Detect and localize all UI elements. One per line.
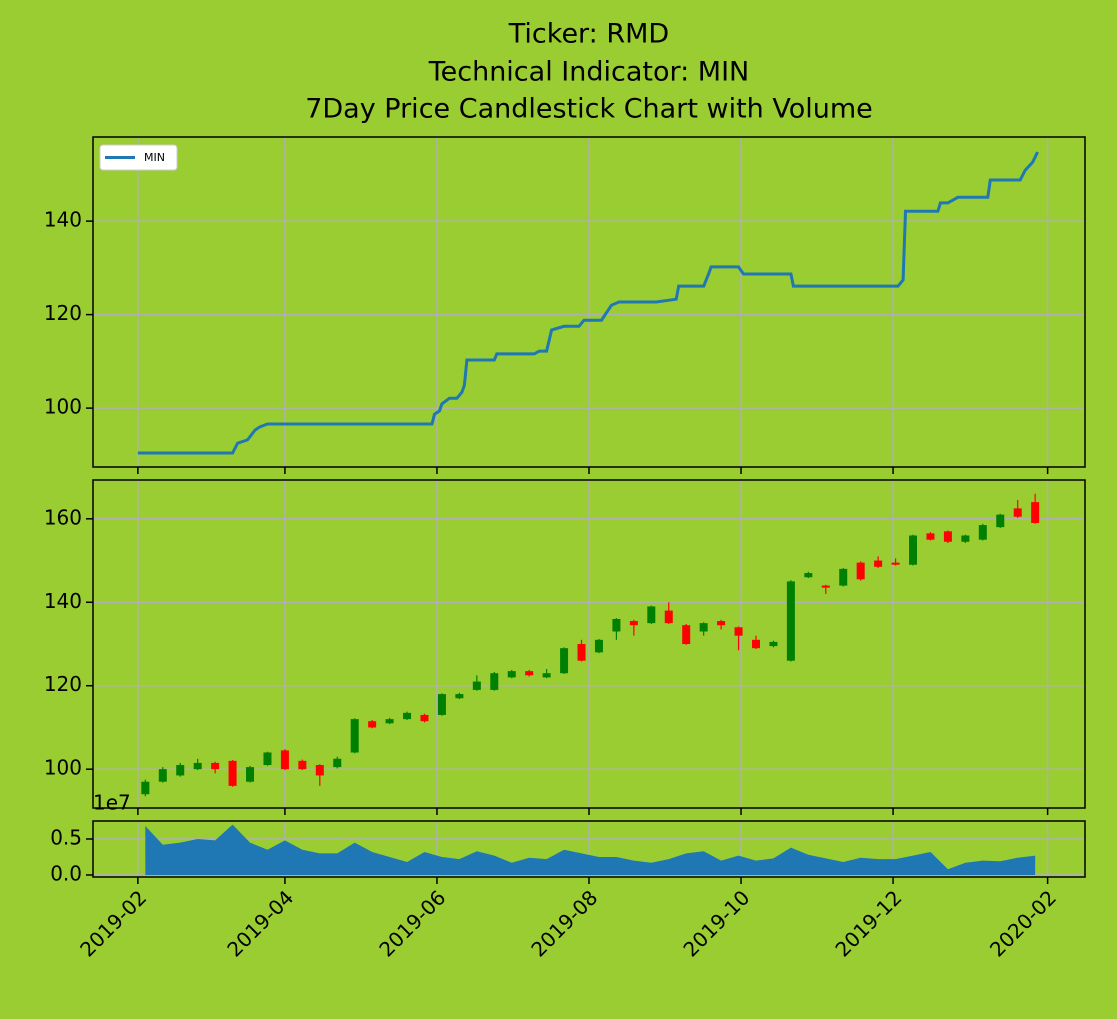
candle-body [891, 562, 900, 565]
plot-frame [92, 136, 1086, 468]
candle-body [804, 573, 813, 578]
candle-body [437, 694, 446, 715]
candle-body [594, 639, 603, 653]
candle-body [577, 644, 586, 661]
candle-body [228, 760, 237, 786]
candle-body [978, 525, 987, 540]
candle-body [385, 719, 394, 724]
candle-body [560, 648, 569, 674]
candle-body [856, 562, 865, 580]
candle-body [769, 641, 778, 647]
candle-body [298, 760, 307, 770]
candle-body [525, 671, 534, 676]
candle-body [874, 560, 883, 567]
candle-body [699, 623, 708, 632]
candle-body [821, 585, 830, 588]
line [137, 151, 1039, 455]
candle-body [350, 719, 359, 753]
candle-body [839, 568, 848, 586]
y-tick-label: 140 [44, 208, 82, 232]
candle-body [158, 769, 167, 782]
candle-body [315, 765, 324, 776]
candle-body [141, 781, 150, 795]
candle-body [333, 758, 342, 768]
candle-body [246, 767, 255, 782]
candle-body [664, 610, 673, 624]
area [145, 824, 1036, 875]
candle-body [1013, 508, 1022, 517]
legend-box [99, 144, 178, 171]
candle-body [717, 621, 726, 626]
title-line: 7Day Price Candlestick Chart with Volume [305, 94, 873, 125]
candle-body [455, 694, 464, 699]
y-tick-label: 120 [44, 301, 82, 325]
x-tick-label: 2019-10 [678, 885, 754, 961]
y-tick-label: 140 [44, 589, 82, 613]
y-tick-label: 100 [44, 395, 82, 419]
x-tick-label: 2020-02 [985, 885, 1061, 961]
candle-body [734, 627, 743, 636]
offset-label: 1e7 [93, 791, 131, 815]
candle-body [909, 535, 918, 565]
candle-body [786, 581, 795, 661]
candle-body [542, 673, 551, 678]
candle-body [472, 681, 481, 690]
y-tick-label: 120 [44, 672, 82, 696]
x-tick-label: 2019-02 [75, 885, 151, 961]
candle-body [490, 673, 499, 690]
candle-body [420, 714, 429, 722]
legend-label: MIN [144, 151, 165, 164]
plot-frame [92, 820, 1086, 878]
candle-body [996, 514, 1005, 528]
x-tick-label: 2019-04 [222, 885, 298, 961]
candle-body [507, 671, 516, 678]
x-tick-label: 2019-06 [374, 885, 450, 961]
y-tick-label: 160 [44, 505, 82, 529]
candle-body [751, 639, 760, 649]
candle-body [403, 712, 412, 720]
x-tick-label: 2019-08 [526, 885, 602, 961]
candle-body [961, 535, 970, 542]
candle-body [263, 752, 272, 766]
plot-frame [92, 479, 1086, 809]
candle-body [368, 721, 377, 728]
candle-body [682, 625, 691, 644]
candle-body [629, 621, 638, 626]
candle-body [943, 531, 952, 542]
candle-body [211, 762, 220, 770]
x-tick-label: 2019-12 [830, 885, 906, 961]
title-line: Ticker: RMD [508, 19, 669, 50]
candle-body [1031, 502, 1040, 523]
y-tick-label: 0.5 [50, 825, 82, 849]
y-tick-label: 0.0 [50, 861, 82, 885]
candle-body [926, 533, 935, 540]
candle-body [176, 765, 185, 776]
y-tick-label: 100 [44, 756, 82, 780]
candle-body [193, 762, 202, 770]
candle-body [647, 606, 656, 624]
candle-body [612, 618, 621, 632]
candle-body [280, 750, 289, 770]
title-line: Technical Indicator: MIN [428, 57, 750, 88]
